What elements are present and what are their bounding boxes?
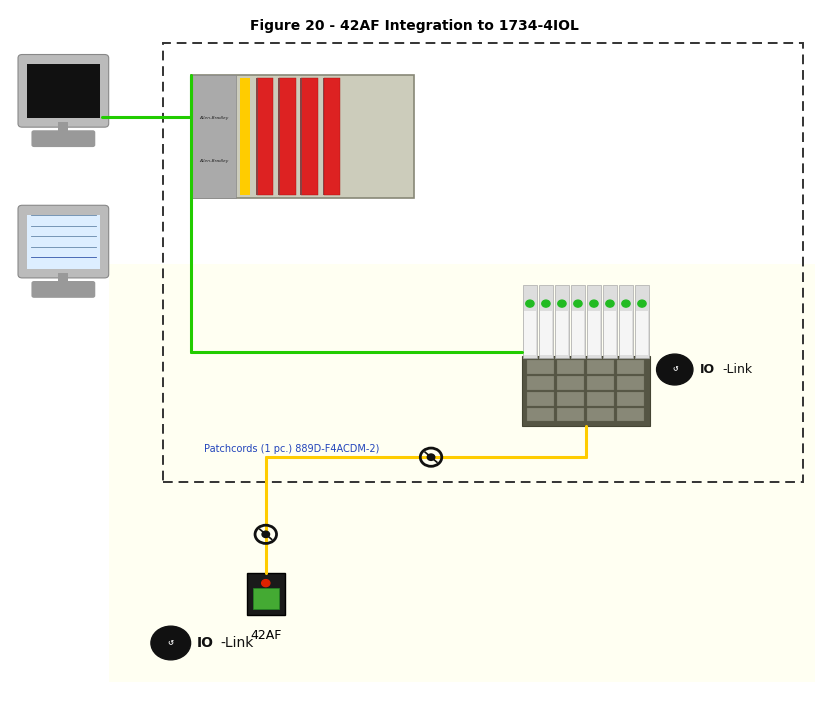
FancyBboxPatch shape [586,376,614,390]
FancyBboxPatch shape [31,130,95,147]
FancyBboxPatch shape [603,311,615,355]
Text: 42AF: 42AF [250,629,282,642]
FancyBboxPatch shape [555,311,568,355]
FancyBboxPatch shape [323,78,339,195]
FancyBboxPatch shape [527,408,554,422]
Circle shape [557,300,566,307]
FancyBboxPatch shape [616,360,643,374]
FancyBboxPatch shape [58,122,68,134]
FancyBboxPatch shape [279,78,295,195]
FancyBboxPatch shape [527,376,554,390]
FancyBboxPatch shape [586,408,614,422]
FancyBboxPatch shape [556,408,584,422]
FancyBboxPatch shape [556,376,584,390]
FancyBboxPatch shape [322,78,324,195]
FancyBboxPatch shape [538,285,552,358]
FancyBboxPatch shape [587,311,599,355]
FancyBboxPatch shape [26,215,100,269]
Circle shape [262,579,270,586]
FancyBboxPatch shape [18,206,108,278]
Circle shape [621,300,629,307]
Circle shape [637,300,645,307]
FancyBboxPatch shape [240,78,250,195]
FancyBboxPatch shape [586,285,600,358]
FancyBboxPatch shape [278,78,280,195]
FancyBboxPatch shape [634,285,648,358]
Circle shape [151,626,190,660]
FancyBboxPatch shape [301,78,317,195]
Circle shape [426,454,434,460]
FancyBboxPatch shape [539,311,551,355]
Text: ↺: ↺ [167,640,174,646]
FancyBboxPatch shape [191,75,414,198]
FancyBboxPatch shape [18,54,108,127]
FancyBboxPatch shape [257,78,273,195]
FancyBboxPatch shape [247,573,285,615]
FancyBboxPatch shape [522,356,649,426]
Circle shape [525,300,533,307]
FancyBboxPatch shape [586,360,614,374]
Text: Allen-Bradley: Allen-Bradley [199,159,229,163]
FancyBboxPatch shape [256,78,258,195]
FancyBboxPatch shape [191,75,236,198]
Text: -Link: -Link [220,636,253,650]
Circle shape [656,354,692,385]
FancyBboxPatch shape [58,273,68,284]
Text: IO: IO [197,636,214,650]
FancyBboxPatch shape [635,311,647,355]
Text: -Link: -Link [722,363,752,376]
Circle shape [605,300,614,307]
FancyBboxPatch shape [586,392,614,406]
FancyBboxPatch shape [108,264,814,681]
FancyBboxPatch shape [570,285,585,358]
FancyBboxPatch shape [554,285,568,358]
FancyBboxPatch shape [300,78,301,195]
FancyBboxPatch shape [523,311,536,355]
FancyBboxPatch shape [570,311,584,355]
FancyBboxPatch shape [527,392,554,406]
Circle shape [262,531,269,538]
FancyBboxPatch shape [616,392,643,406]
FancyBboxPatch shape [26,64,100,118]
Text: IO: IO [699,363,714,376]
Circle shape [573,300,581,307]
FancyBboxPatch shape [527,360,554,374]
FancyBboxPatch shape [616,376,643,390]
FancyBboxPatch shape [522,285,537,358]
FancyBboxPatch shape [31,281,95,298]
Text: ↺: ↺ [672,367,676,372]
FancyBboxPatch shape [556,360,584,374]
Circle shape [542,300,550,307]
Circle shape [589,300,597,307]
Text: Patchcords (1 pc.) 889D-F4ACDM-2): Patchcords (1 pc.) 889D-F4ACDM-2) [204,444,378,453]
Text: Allen-Bradley: Allen-Bradley [199,116,229,120]
FancyBboxPatch shape [618,285,633,358]
Text: Figure 20 - 42AF Integration to 1734-4IOL: Figure 20 - 42AF Integration to 1734-4IO… [250,19,578,33]
FancyBboxPatch shape [602,285,616,358]
FancyBboxPatch shape [616,408,643,422]
FancyBboxPatch shape [253,588,279,609]
FancyBboxPatch shape [556,392,584,406]
FancyBboxPatch shape [619,311,632,355]
